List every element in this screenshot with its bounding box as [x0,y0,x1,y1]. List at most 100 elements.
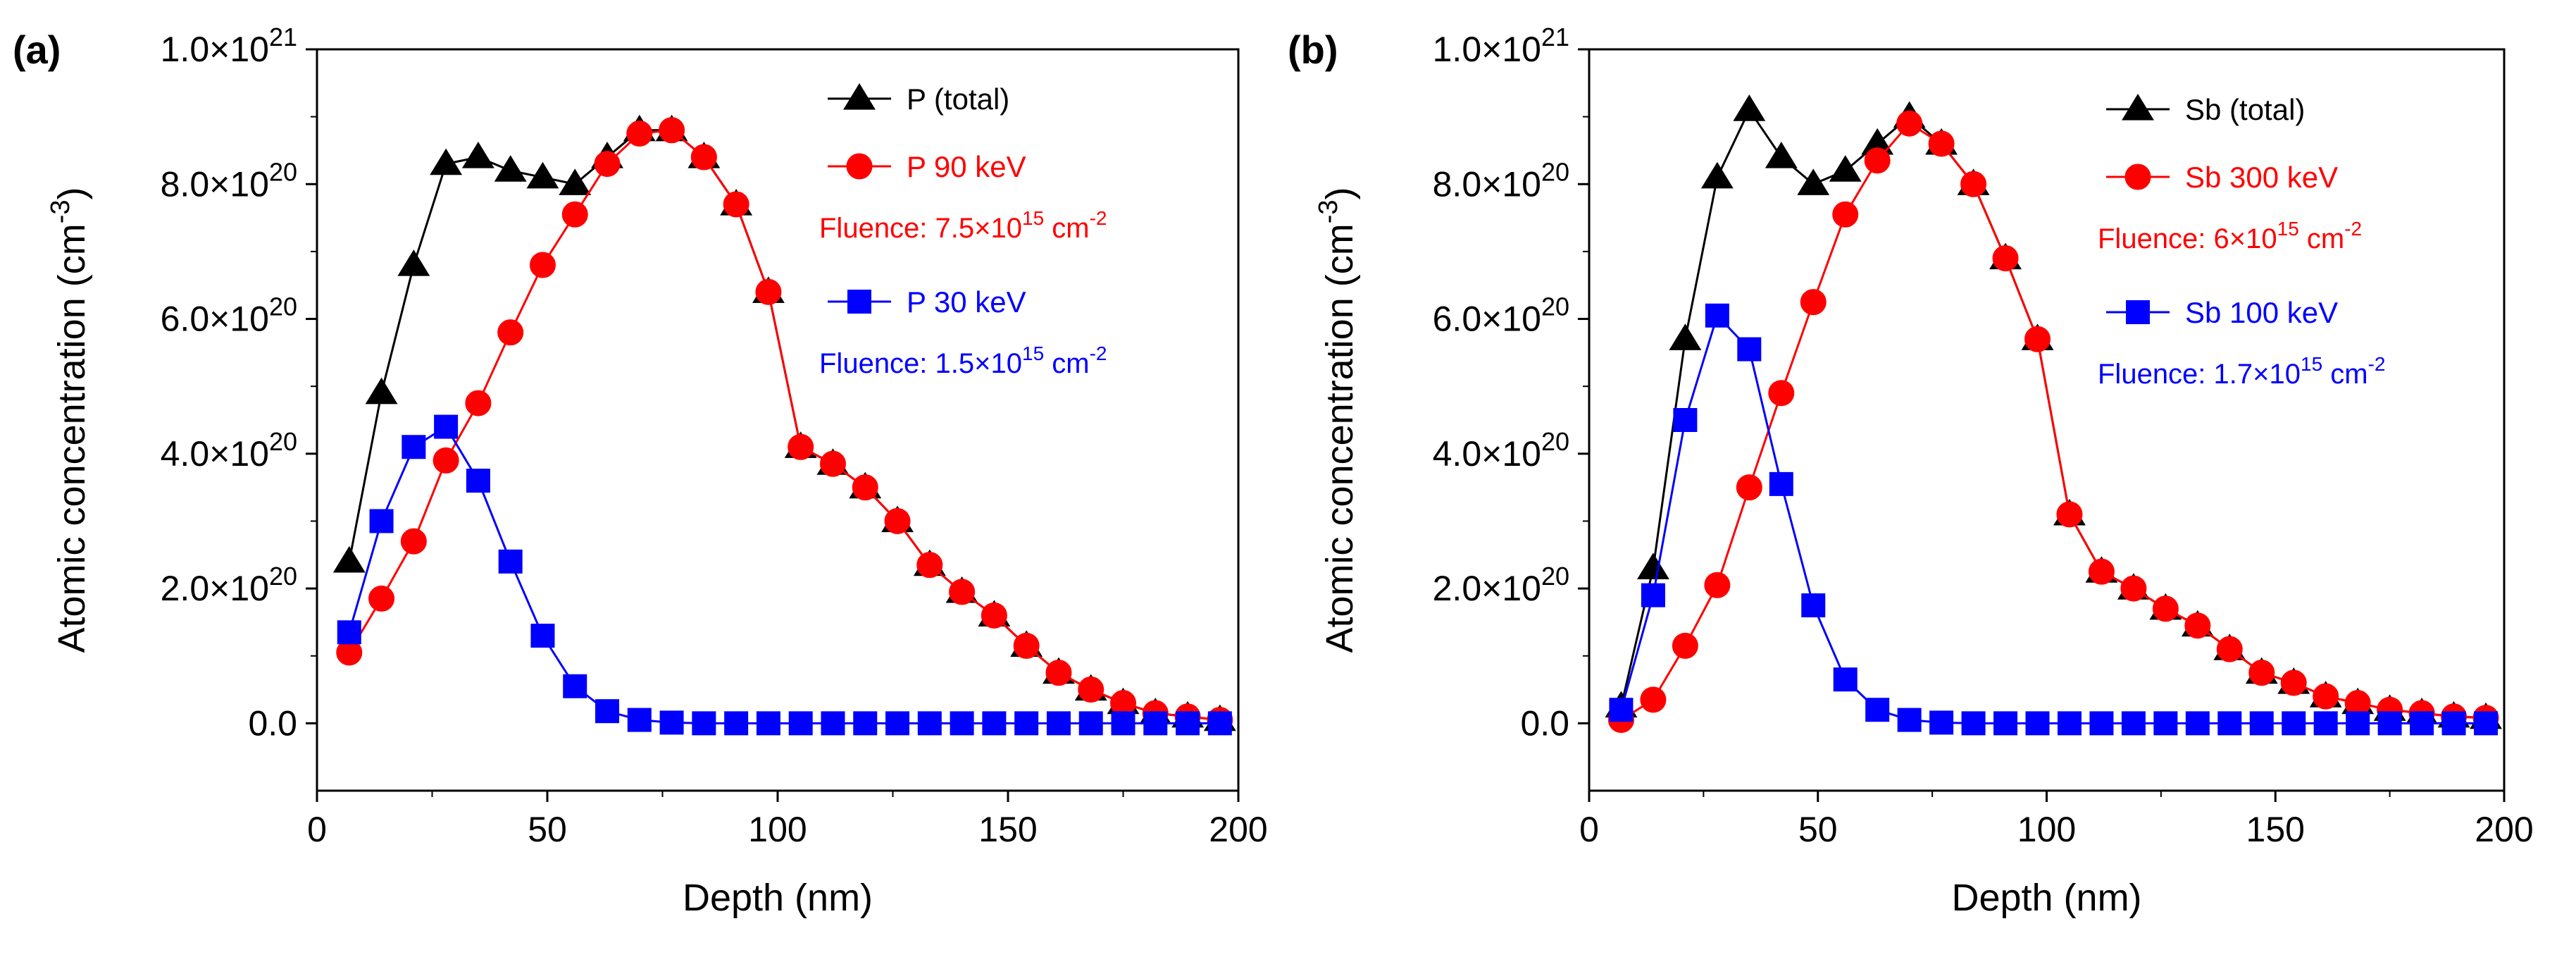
legend: Sb (total) Sb 300 keV Fluence: 6×1015 cm-2… [2098,93,2386,390]
data-point [2282,711,2306,736]
series-line [1620,313,2487,724]
x-tick-label: 100 [748,810,807,849]
data-point [400,528,427,555]
data-point [1993,711,2018,736]
data-point [433,447,459,474]
data-point [1672,632,1698,659]
data-point [788,433,814,460]
legend-marker [846,153,873,180]
data-point [494,155,527,182]
data-point [2474,711,2499,736]
data-point [2089,711,2114,736]
data-point [659,710,684,735]
data-point [723,191,749,218]
data-point [1207,711,1232,736]
y-tick-label: 4.0×1020 [1433,427,1569,474]
data-point [788,711,813,736]
data-point [1960,171,1987,197]
data-point [2313,711,2338,736]
data-point [430,148,463,175]
series-line [348,129,1220,722]
legend-label: P 90 keV [907,150,1026,183]
data-point [885,711,910,736]
data-point [981,602,1007,629]
data-point [2185,711,2210,736]
data-point [949,579,976,605]
series-line [348,425,1220,724]
y-tick-label: 0.0 [248,703,297,743]
data-point [2410,711,2434,736]
data-point [917,711,942,736]
data-point [561,201,588,228]
y-tick-label: 8.0×1020 [1433,157,1569,204]
y-tick-label: 6.0×1020 [161,292,297,339]
y-tick-label: 2.0×1020 [161,562,297,608]
x-tick-label: 200 [2475,810,2533,849]
fluence-annotation: Fluence: 6×1015 cm-2 [2098,218,2362,254]
data-point [1641,583,1665,607]
data-point [595,699,620,724]
data-point [1897,708,1922,732]
data-point [916,552,943,579]
fluence-annotation: Fluence: 1.5×1015 cm-2 [819,342,1107,379]
data-point [2024,326,2051,352]
data-point [1961,711,1986,736]
data-point [1609,698,1634,722]
chart-panel-a: (a) 0 50 100 150 200 0.0 2.0×1020 4.0×1020 6.0×10… [13,23,1268,919]
data-point [819,450,846,477]
data-point [2313,683,2339,710]
data-point [692,711,716,736]
data-point [1640,686,1667,713]
data-point [2216,636,2243,662]
data-point [2057,711,2082,736]
y-tick-label: 1.0×1021 [161,23,297,69]
data-point [1046,711,1071,736]
data-point [563,674,587,698]
data-point [2121,711,2146,736]
series-sb-total [1605,94,2502,729]
legend-label: P (total) [907,82,1009,116]
y-tick-label: 8.0×1020 [161,157,297,204]
data-point [1829,155,1862,182]
series-sb-300-kev [1607,110,2499,734]
panel-label: (b) [1288,27,1338,72]
data-point [627,708,652,732]
data-point [1111,711,1135,736]
data-point [1673,408,1698,432]
legend-marker [847,290,871,314]
data-point [1705,303,1729,328]
data-point [1801,593,1826,617]
data-point [530,624,555,648]
data-point [950,711,974,736]
data-point [756,711,780,736]
data-point [755,278,782,305]
data-point [434,414,459,439]
x-axis-title: Depth (nm) [1951,877,2141,919]
x-tick-label: 0 [1579,810,1599,849]
data-point [1143,711,1168,736]
data-point [465,390,492,416]
y-tick-label: 4.0×1020 [161,427,297,474]
series-line [1620,108,2487,720]
y-axis-title: Atomic concentration (cm-3) [1314,187,1361,653]
data-point [2248,660,2275,686]
data-point [466,469,490,493]
series-sb-100-kev [1609,303,2499,736]
legend-label: Sb 300 keV [2185,161,2338,194]
legend-label: Sb 100 keV [2185,296,2338,329]
panel-label: (a) [13,27,61,72]
data-point [2217,711,2242,736]
y-axis-title: Atomic concentration (cm-3) [46,187,93,653]
data-point [1078,711,1103,736]
data-point [369,509,394,533]
data-point [626,121,653,147]
data-point [2025,711,2050,736]
data-point [1736,474,1762,501]
data-point [1733,94,1766,121]
data-point [2346,711,2370,736]
data-point [1832,201,1859,228]
x-axis-title: Depth (nm) [683,877,873,919]
data-point [659,117,685,144]
data-point [1992,245,2019,271]
